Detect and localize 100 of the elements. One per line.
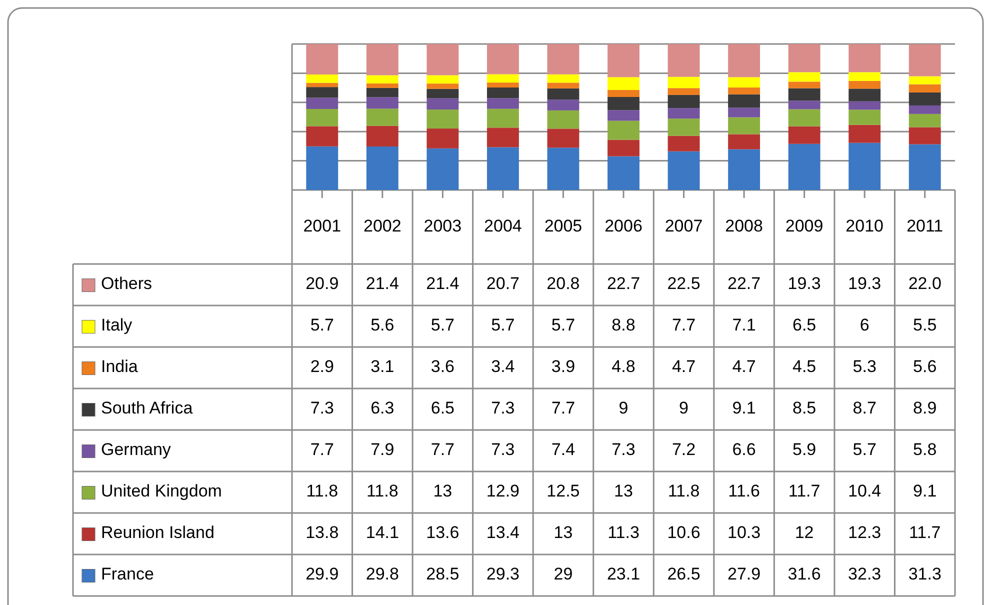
bar [306,126,338,146]
data-label: 9.1 [732,398,756,418]
x-tick-label: 2008 [725,216,763,236]
bar [547,88,580,100]
data-label: 8.7 [852,398,876,418]
data-label: 5.7 [310,316,334,335]
data-label: 6.5 [792,316,816,335]
data-label: 22.0 [908,274,942,294]
data-label: 5.3 [852,357,876,376]
data-label: 7.9 [370,440,394,460]
bar [366,108,398,126]
data-label: 3.6 [430,357,454,376]
data-label: 20.7 [486,274,520,294]
bar [486,88,519,98]
bar [668,118,700,136]
bar [366,97,398,109]
bar [848,44,881,72]
data-label: 7.7 [430,440,454,460]
data-label: 7.3 [491,398,515,418]
data-label: 9 [618,398,628,418]
data-label: 11.8 [366,482,398,501]
data-label: 13.4 [486,523,520,542]
data-label: 27.9 [728,564,761,584]
data-label: 7.3 [491,440,515,460]
bar [668,44,700,77]
x-tick-label: 2005 [544,216,582,236]
bar [788,126,820,144]
data-label: 11.8 [306,482,338,501]
data-label: 7.7 [672,316,696,335]
data-label: 6 [860,316,870,335]
bar [426,88,459,98]
data-label: 12.3 [848,523,882,542]
bar [728,117,760,134]
bar [908,44,941,76]
bar [608,90,640,97]
data-label: 29.9 [306,564,339,584]
data-label: 22.7 [728,274,761,294]
bar [306,44,338,75]
legend-label: United Kingdom [101,482,222,501]
bar [908,76,941,84]
data-label: 5.6 [370,316,394,335]
data-label: 7.4 [551,440,576,460]
legend-label: Reunion Island [101,523,214,542]
bar [547,82,580,88]
bar [668,76,700,88]
data-label: 7.7 [310,440,334,460]
bar [908,114,941,128]
data-label: 8.9 [913,398,937,418]
data-label: 2.9 [310,357,334,376]
data-label: 3.9 [551,357,576,376]
bar [608,77,640,90]
data-label: 20.9 [306,274,339,294]
bar [668,151,700,190]
bar [788,82,820,88]
data-label: 22.5 [667,274,700,294]
data-label: 31.6 [788,564,821,584]
data-label: 20.8 [546,274,580,294]
bar [608,110,640,121]
x-tick-label: 2002 [363,216,402,236]
bar [547,128,580,148]
data-label: 19.3 [788,274,821,294]
legend-label: Germany [101,440,172,460]
data-label: 19.3 [848,274,882,294]
bar [908,105,941,114]
bar [728,149,760,190]
data-label: 29.3 [486,564,520,584]
bar [608,97,640,110]
bar [547,148,580,190]
bar [848,88,881,102]
data-label: 9 [679,398,689,418]
bar [547,100,580,110]
data-label: 13 [614,482,633,501]
legend-label: Italy [101,316,133,335]
bar [426,84,459,89]
bar [728,94,760,108]
bar [426,110,459,129]
bar [788,44,820,72]
data-label: 7.3 [612,440,636,460]
x-tick-label: 2009 [785,216,824,236]
bar [366,88,398,98]
bar [848,142,881,190]
bar [848,110,881,125]
bar [547,110,580,129]
data-label: 23.1 [606,564,640,584]
data-label: 5.7 [430,316,454,335]
data-label: 10.3 [728,523,761,542]
bar [366,75,398,84]
data-label: 5.9 [792,440,816,460]
bar [728,77,760,88]
x-tick-label: 2010 [846,216,884,236]
data-label: 4.7 [732,357,756,376]
data-label: 32.3 [848,564,882,584]
data-label: 29 [554,564,573,584]
bar [608,120,640,140]
bar [608,140,640,156]
data-label: 4.8 [612,357,636,376]
data-label: 4.7 [672,357,696,376]
bar [486,74,519,83]
data-label: 21.4 [366,274,399,294]
bar [848,124,881,143]
